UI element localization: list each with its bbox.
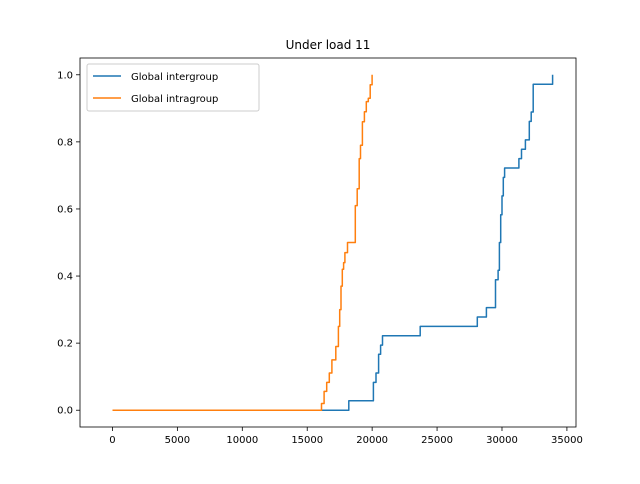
x-tick-label: 20000 <box>356 435 388 446</box>
series-line-1 <box>112 74 373 411</box>
y-tick-label: 0.2 <box>57 339 73 350</box>
x-tick-label: 10000 <box>226 435 258 446</box>
series-line-0 <box>112 74 554 411</box>
y-tick-label: 0.6 <box>57 204 73 215</box>
x-tick-label: 25000 <box>421 435 453 446</box>
legend-label-0: Global intergroup <box>131 72 218 83</box>
x-tick-label: 15000 <box>291 435 323 446</box>
x-tick-label: 0 <box>109 435 115 446</box>
legend-box <box>86 63 260 112</box>
x-tick-label: 35000 <box>551 435 583 446</box>
y-tick-label: 0.4 <box>57 272 73 283</box>
x-tick-label: 5000 <box>165 435 190 446</box>
x-axis-ticks: 0 5000 10000 15000 20000 25000 30000 35000 <box>109 427 583 446</box>
y-tick-label: 0.0 <box>57 406 73 417</box>
plot-lines <box>112 74 554 411</box>
chart-title: Under load 11 <box>286 38 371 52</box>
x-tick-label: 30000 <box>486 435 518 446</box>
legend: Global intergroup Global intragroup <box>86 63 260 112</box>
legend-label-1: Global intragroup <box>131 94 218 105</box>
plot-frame <box>79 57 577 428</box>
y-tick-label: 0.8 <box>57 137 73 148</box>
y-tick-label: 1.0 <box>57 70 73 81</box>
y-axis-ticks: 0.0 0.2 0.4 0.6 0.8 1.0 <box>57 70 80 417</box>
